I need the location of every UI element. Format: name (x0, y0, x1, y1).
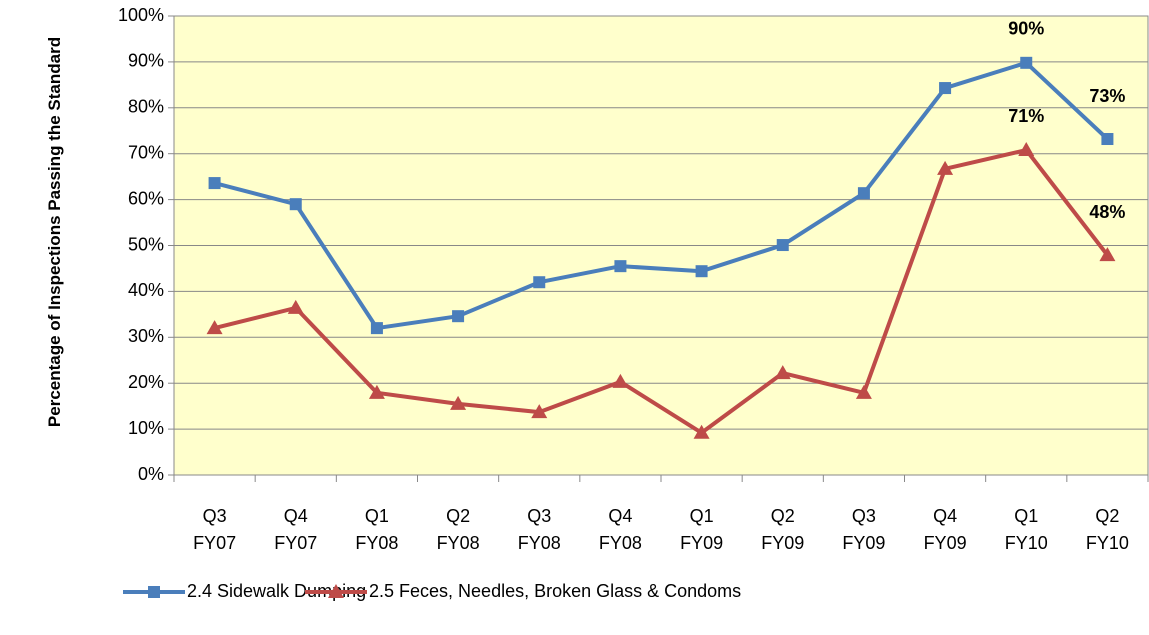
data-label: 71% (1008, 106, 1044, 126)
marker (531, 404, 548, 419)
marker (452, 310, 465, 323)
marker (450, 395, 467, 410)
y-tick-label: 10% (128, 418, 164, 438)
x-tick-label: Q4 FY07 (274, 506, 318, 553)
marker (1099, 247, 1116, 262)
x-tick-label: Q4 FY08 (598, 506, 642, 553)
marker (533, 276, 546, 289)
marker (612, 373, 629, 388)
data-label: 90% (1008, 19, 1044, 39)
x-tick-label: Q3 FY09 (842, 506, 886, 553)
legend-marker (148, 586, 160, 598)
marker (368, 384, 385, 399)
legend-label: 2.4 Sidewalk Dumping (187, 581, 366, 601)
marker (1018, 142, 1035, 157)
marker (937, 160, 954, 175)
x-tick-label: Q2 FY10 (1085, 506, 1129, 553)
series-line (214, 60, 1109, 331)
y-tick-label: 0% (138, 464, 164, 484)
marker (774, 365, 791, 380)
marker (695, 265, 708, 278)
y-tick-label: 50% (128, 234, 164, 254)
marker (693, 424, 710, 439)
marker (370, 322, 383, 335)
y-tick-label: 20% (128, 372, 164, 392)
marker (208, 177, 221, 190)
x-tick-label: Q1 FY08 (355, 506, 399, 553)
marker (287, 299, 304, 314)
y-tick-label: 30% (128, 326, 164, 346)
data-label: 73% (1089, 86, 1125, 106)
marker (776, 239, 789, 252)
x-tick-label: Q1 FY09 (680, 506, 724, 553)
legend-label: 2.5 Feces, Needles, Broken Glass & Condo… (369, 581, 741, 601)
y-tick-label: 60% (128, 188, 164, 208)
x-tick-label: Q3 FY07 (193, 506, 237, 553)
marker (289, 198, 302, 211)
x-tick-label: Q3 FY08 (517, 506, 561, 553)
x-tick-label: Q1 FY10 (1004, 506, 1048, 553)
y-axis-label: Percentage of Inspections Passing the St… (45, 36, 64, 428)
y-tick-label: 80% (128, 97, 164, 117)
marker (1020, 56, 1033, 69)
x-tick-label: Q4 FY09 (923, 506, 967, 553)
marker (206, 320, 223, 335)
marker (939, 82, 952, 95)
y-tick-label: 100% (118, 5, 164, 25)
series-line (214, 148, 1110, 435)
y-tick-label: 90% (128, 51, 164, 71)
legend-marker (328, 584, 344, 598)
x-tick-label: Q2 FY09 (761, 506, 805, 553)
marker (1101, 133, 1114, 146)
y-tick-label: 70% (128, 142, 164, 162)
marker (855, 384, 872, 399)
marker (614, 260, 627, 273)
data-label: 48% (1089, 202, 1125, 222)
x-tick-label: Q2 FY08 (436, 506, 480, 553)
y-tick-label: 40% (128, 280, 164, 300)
marker (857, 187, 870, 200)
